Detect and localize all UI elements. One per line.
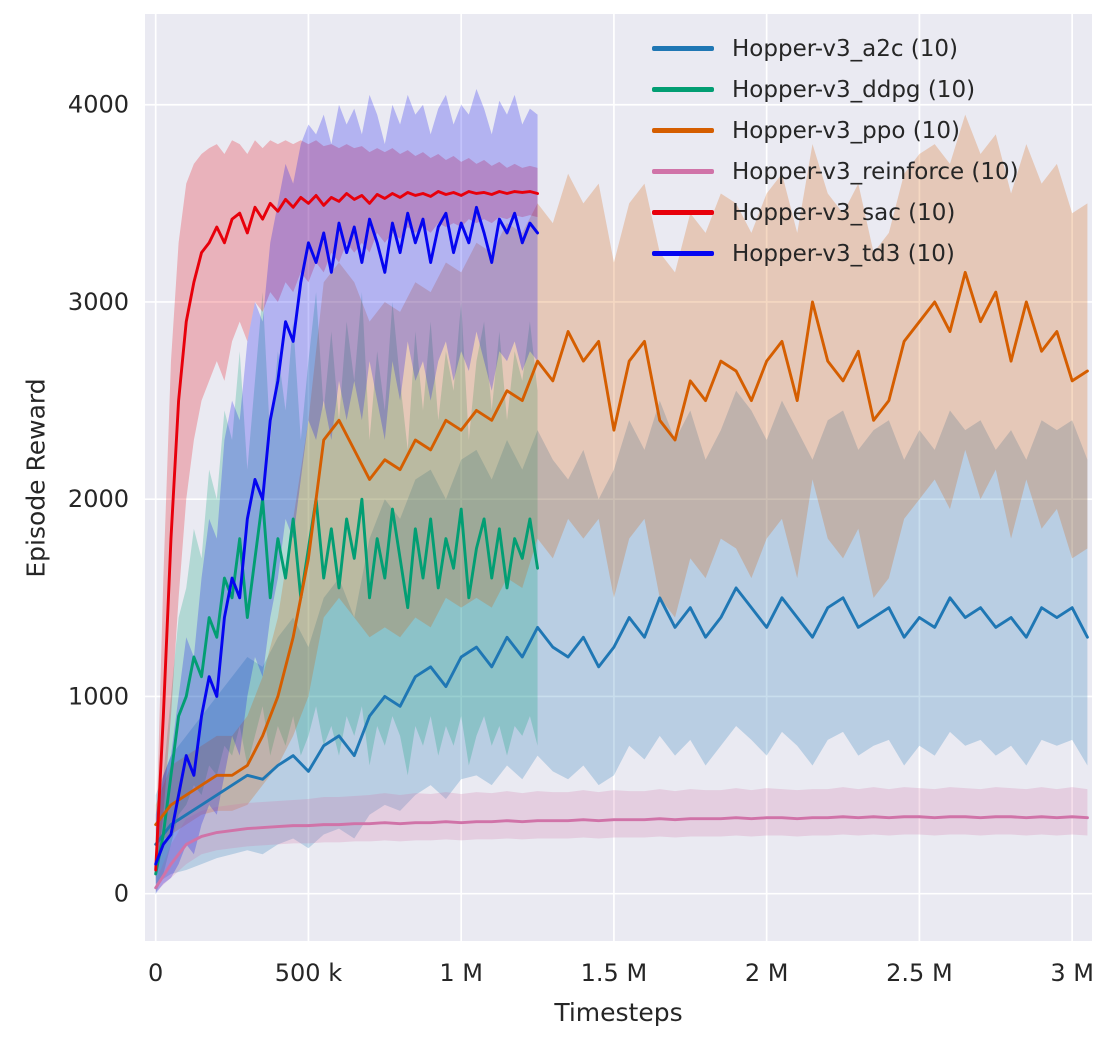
legend-item: Hopper-v3_reinforce (10) [652,157,1019,186]
series-line [154,815,1089,890]
y-tick-label: 4000 [68,91,129,119]
y-tick-label: 3000 [68,288,129,316]
legend-line-swatch [652,46,714,51]
legend-label: Hopper-v3_reinforce (10) [732,158,1019,185]
legend-item: Hopper-v3_ddpg (10) [652,75,1019,104]
legend-label: Hopper-v3_sac (10) [732,199,956,226]
legend-line-swatch [652,210,714,215]
confidence-band [155,114,1088,845]
series-line [154,190,539,872]
legend-line-swatch [652,87,714,92]
series-line [154,586,1089,846]
legend: Hopper-v3_a2c (10) Hopper-v3_ddpg (10) Hop… [652,34,1019,268]
legend-item: Hopper-v3_a2c (10) [652,34,1019,63]
series-line [154,205,539,866]
legend-item: Hopper-v3_td3 (10) [652,239,1019,268]
x-tick-label: 2 M [745,959,789,987]
y-axis-label: Episode Reward [21,378,51,578]
x-tick-label: 0 [148,959,163,987]
legend-label: Hopper-v3_a2c (10) [732,35,959,62]
legend-line-swatch [652,251,714,256]
series-line [154,270,1089,827]
confidence-band [155,140,538,882]
x-axis-label: Timesteps [554,998,683,1027]
confidence-band [155,88,538,894]
legend-item: Hopper-v3_ppo (10) [652,116,1019,145]
legend-label: Hopper-v3_td3 (10) [732,240,955,267]
x-tick-label: 3 M [1050,959,1094,987]
legend-label: Hopper-v3_ppo (10) [732,117,960,144]
legend-label: Hopper-v3_ddpg (10) [732,76,976,103]
legend-line-swatch [652,128,714,133]
y-tick-label: 2000 [68,485,129,513]
plot-background [145,14,1092,941]
series-group [154,88,1089,894]
x-tick-label: 2.5 M [886,959,953,987]
x-tick-label: 500 k [275,959,342,987]
confidence-band [155,390,1088,884]
confidence-band [155,292,538,894]
y-tick-label: 1000 [68,682,129,710]
series-line [154,497,539,876]
y-tick-label: 0 [114,880,129,908]
legend-item: Hopper-v3_sac (10) [652,198,1019,227]
confidence-band [155,787,1088,892]
x-tick-label: 1 M [439,959,483,987]
legend-line-swatch [652,169,714,174]
x-tick-label: 1.5 M [581,959,648,987]
